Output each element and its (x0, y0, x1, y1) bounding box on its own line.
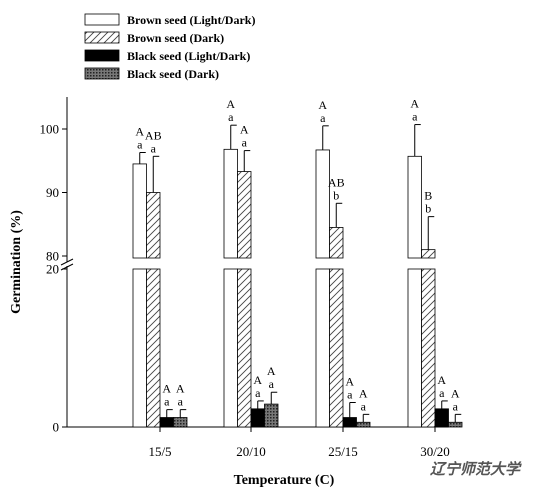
error-bars (139, 124, 462, 423)
letter-upper: AB (145, 128, 162, 142)
bar (342, 417, 357, 428)
letter-lower: a (320, 111, 326, 125)
letter-upper: A (451, 386, 460, 400)
letter-lower: a (164, 395, 170, 409)
legend-label: Brown seed (Dark) (127, 31, 224, 45)
letter-upper: A (226, 97, 235, 111)
y-tick-label: 20 (46, 262, 59, 277)
bar-upper (237, 171, 252, 259)
letter-lower: a (439, 386, 445, 400)
letter-upper: A (162, 382, 171, 396)
y-tick-label: 90 (46, 185, 59, 200)
bar-upper (329, 227, 344, 259)
bar (159, 417, 174, 428)
letter-lower: a (347, 388, 353, 402)
letter-upper: A (318, 98, 327, 112)
letter-upper: AB (328, 175, 345, 189)
letter-upper: A (253, 373, 262, 387)
letter-lower: a (361, 399, 367, 413)
bar-upper (146, 192, 161, 259)
letter-lower: b (333, 188, 339, 202)
letter-upper: A (345, 375, 354, 389)
bar (315, 268, 330, 428)
letter-lower: a (242, 136, 248, 150)
x-tick-label: 20/10 (236, 444, 266, 459)
bar (407, 268, 422, 428)
bar (173, 417, 188, 428)
letter-upper: A (437, 373, 446, 387)
bar (329, 268, 344, 428)
bar-upper (315, 149, 330, 259)
bar-upper (132, 163, 147, 259)
y-tick-label: 0 (53, 420, 60, 435)
bar-upper (407, 155, 422, 259)
bar (264, 403, 279, 428)
letter-lower: a (269, 377, 275, 391)
letter-lower: a (412, 110, 418, 124)
legend-swatch (84, 67, 120, 80)
letter-lower: a (453, 399, 459, 413)
bar (132, 268, 147, 428)
letter-upper: A (410, 97, 419, 111)
letter-upper: A (240, 123, 249, 137)
y-tick-label: 80 (46, 249, 59, 264)
letter-upper: A (135, 124, 144, 138)
bar (250, 408, 265, 428)
bar (434, 408, 449, 428)
legend-swatch (84, 49, 120, 62)
bar (448, 421, 463, 428)
letter-lower: a (228, 110, 234, 124)
y-axis-title: Germination (%) (9, 210, 24, 314)
y-tick-label: 100 (40, 122, 60, 137)
x-axis-title: Temperature (C) (234, 473, 335, 488)
watermark-text: 辽宁师范大学 (430, 460, 522, 478)
x-tick-label: 25/15 (328, 444, 358, 459)
bar (237, 268, 252, 428)
axis-break-mark (60, 258, 74, 266)
bar-upper (223, 148, 238, 259)
letter-upper: A (267, 364, 276, 378)
letter-lower: a (137, 137, 143, 151)
legend-swatch (84, 13, 120, 26)
bar (223, 268, 238, 428)
bars (132, 148, 463, 428)
letter-upper: A (176, 382, 185, 396)
x-tick-label: 15/5 (148, 444, 171, 459)
letter-upper: A (359, 386, 368, 400)
letter-lower: a (178, 395, 184, 409)
letter-upper: B (424, 189, 432, 203)
letter-lower: a (151, 141, 157, 155)
bar (356, 421, 371, 428)
legend-label: Black seed (Dark) (127, 67, 219, 81)
letter-lower: a (255, 386, 261, 400)
legend-label: Brown seed (Light/Dark) (127, 13, 255, 27)
legend-label: Black seed (Light/Dark) (127, 49, 250, 63)
legend-swatch (84, 31, 120, 44)
bar (146, 268, 161, 428)
x-tick-label: 30/20 (420, 444, 450, 459)
axes: 80 90 100 0 20 15/5 20/10 25/15 30/20 (40, 97, 450, 459)
bar (421, 268, 436, 428)
bar-upper (421, 249, 436, 259)
legend: Brown seed (Light/Dark) Brown seed (Dark)… (84, 13, 255, 81)
letter-lower: b (425, 202, 431, 216)
